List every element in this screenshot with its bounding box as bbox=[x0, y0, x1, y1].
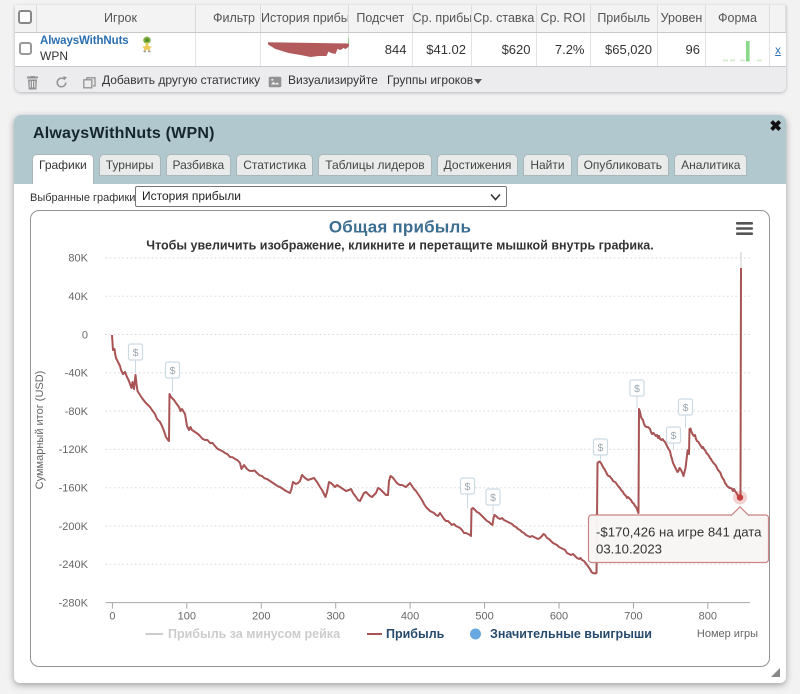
svg-text:600: 600 bbox=[550, 611, 568, 623]
svg-text:-200K: -200K bbox=[59, 521, 89, 533]
svg-text:0: 0 bbox=[82, 329, 88, 341]
svg-text:Прибыль: Прибыль bbox=[386, 627, 445, 641]
svg-text:$: $ bbox=[133, 347, 139, 359]
svg-text:300: 300 bbox=[327, 611, 345, 623]
svg-text:$: $ bbox=[170, 365, 176, 377]
svg-text:Чтобы увеличить изображение, к: Чтобы увеличить изображение, кликните и … bbox=[146, 239, 653, 253]
svg-text:Значительные выигрыши: Значительные выигрыши bbox=[490, 627, 652, 641]
svg-text:-120K: -120K bbox=[59, 444, 89, 456]
svg-text:80K: 80K bbox=[68, 253, 88, 265]
svg-text:$: $ bbox=[683, 402, 689, 414]
svg-text:$: $ bbox=[671, 430, 677, 442]
svg-text:-280K: -280K bbox=[59, 597, 89, 609]
svg-text:800: 800 bbox=[699, 611, 717, 623]
svg-text:$: $ bbox=[634, 383, 640, 395]
svg-text:$: $ bbox=[598, 442, 604, 454]
svg-text:Общая прибыль: Общая прибыль bbox=[329, 218, 471, 237]
svg-text:700: 700 bbox=[624, 611, 642, 623]
svg-text:Прибыль за минусом рейка: Прибыль за минусом рейка bbox=[168, 627, 341, 641]
svg-text:-$170,426 на игре 841 дата: -$170,426 на игре 841 дата bbox=[596, 525, 762, 540]
svg-text:-160K: -160K bbox=[59, 483, 89, 495]
svg-text:200: 200 bbox=[252, 611, 270, 623]
svg-text:0: 0 bbox=[109, 611, 115, 623]
svg-text:Номер игры: Номер игры bbox=[697, 628, 758, 640]
svg-text:-240K: -240K bbox=[59, 559, 89, 571]
svg-text:-80K: -80K bbox=[65, 406, 89, 418]
svg-text:100: 100 bbox=[178, 611, 196, 623]
svg-text:03.10.2023: 03.10.2023 bbox=[596, 542, 662, 557]
svg-text:Суммарный итог (USD): Суммарный итог (USD) bbox=[34, 371, 46, 490]
svg-text:40K: 40K bbox=[68, 291, 88, 303]
svg-text:500: 500 bbox=[475, 611, 493, 623]
svg-text:$: $ bbox=[465, 481, 471, 493]
svg-text:-40K: -40K bbox=[65, 368, 89, 380]
svg-text:400: 400 bbox=[401, 611, 419, 623]
svg-text:$: $ bbox=[490, 492, 496, 504]
